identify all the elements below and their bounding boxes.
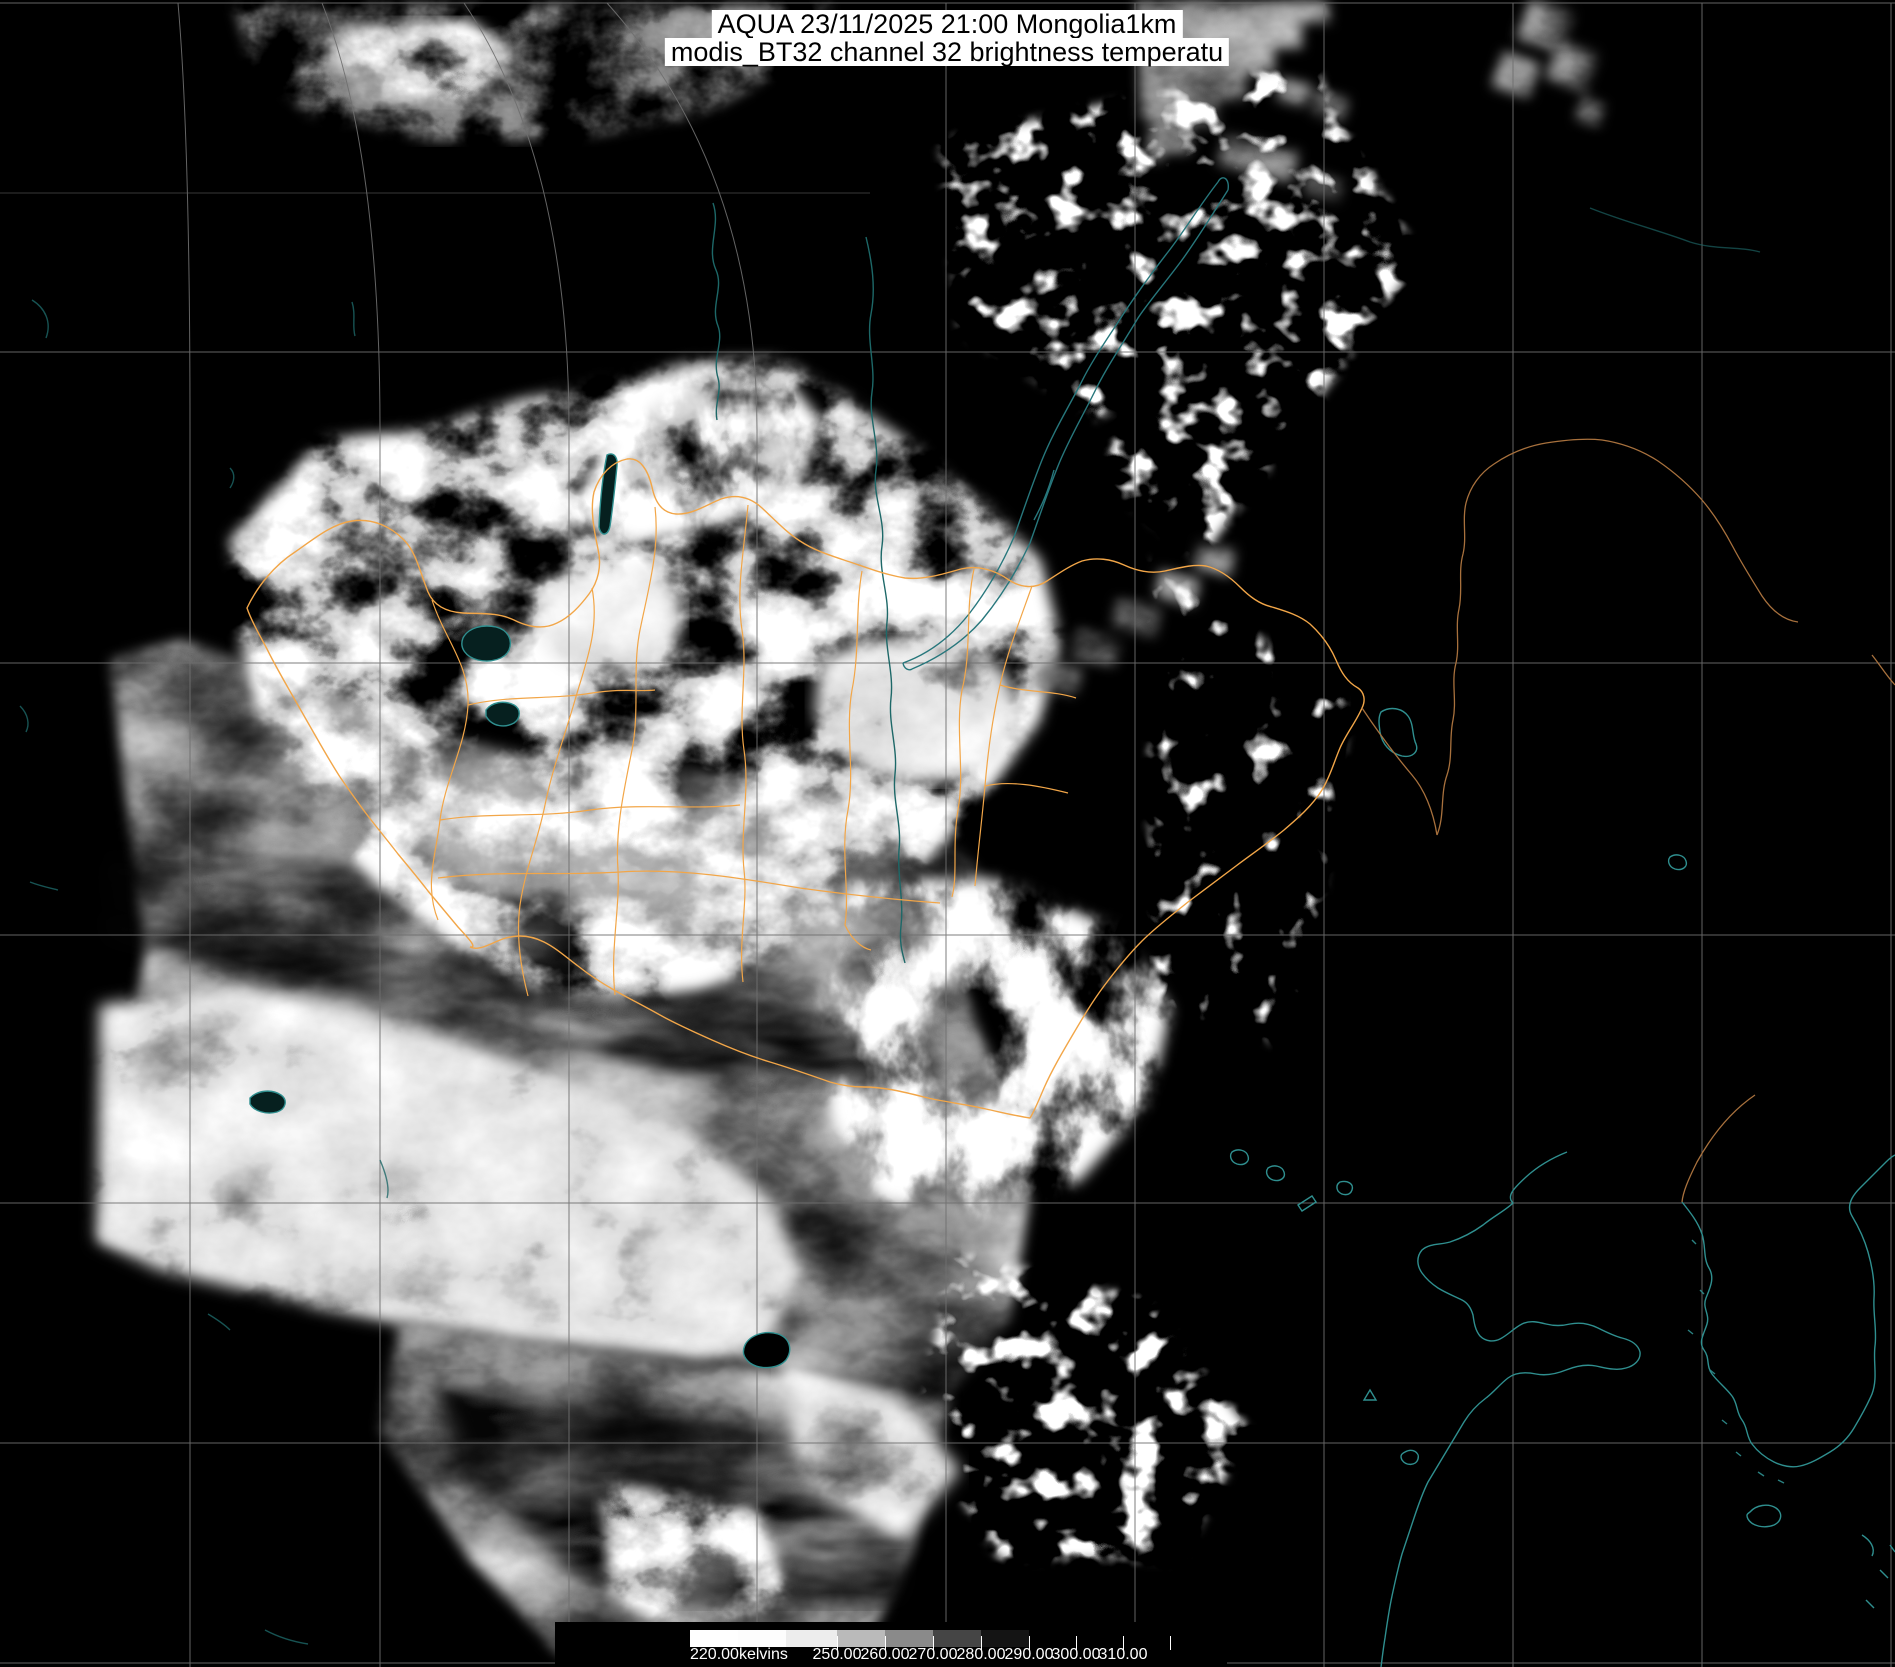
cloud-bright-1 bbox=[540, 565, 682, 675]
jeju-island bbox=[1746, 1504, 1782, 1528]
coastline-korea bbox=[1681, 1154, 1895, 1468]
cloud-topleft-bright bbox=[330, 20, 520, 105]
title-box: AQUA 23/11/2025 21:00 Mongolia1km modis_… bbox=[664, 10, 1230, 66]
colorbar-tick-label: 310.00 bbox=[1098, 1646, 1148, 1663]
colorbar-tick bbox=[981, 1636, 982, 1650]
speck-cluster-bottom bbox=[920, 1250, 1250, 1560]
colorbar-tick-label: 280.00 bbox=[956, 1646, 1006, 1663]
colorbar-tick-label: 250.00 bbox=[812, 1646, 862, 1663]
far-east-borders bbox=[1361, 438, 1895, 1203]
colorbar-tick bbox=[885, 1636, 886, 1650]
snow-region bbox=[97, 985, 800, 1360]
cloud-field-east bbox=[820, 880, 1170, 1220]
colorbar-tick bbox=[837, 1636, 838, 1650]
colorbar-gradient-strip bbox=[690, 1630, 1170, 1647]
lake-baikal bbox=[902, 177, 1230, 671]
title-line-2: modis_BT32 channel 32 brightness tempera… bbox=[664, 38, 1230, 66]
colorbar-tick bbox=[933, 1636, 934, 1650]
meridian-line bbox=[606, 2, 758, 1667]
lake-khanka bbox=[1667, 854, 1688, 871]
border-layer bbox=[246, 438, 1895, 1203]
river-top-center bbox=[711, 202, 721, 421]
imagery-layer bbox=[97, 0, 1606, 1660]
colorbar-tick bbox=[1029, 1636, 1030, 1650]
lake-hulun bbox=[1378, 707, 1418, 758]
lake-qinghai bbox=[742, 1331, 791, 1369]
colorbar-min-label: 220.00kelvins bbox=[690, 1646, 788, 1663]
river-selenga bbox=[865, 236, 906, 964]
colorbar-tick-unlabeled bbox=[1170, 1636, 1171, 1650]
colorbar-tick-label: 270.00 bbox=[908, 1646, 958, 1663]
colorbar-tick-label: 300.00 bbox=[1051, 1646, 1101, 1663]
lake-west-terrain bbox=[249, 1090, 286, 1114]
river-top-right bbox=[1589, 207, 1761, 253]
water-layer bbox=[19, 177, 1895, 1667]
speck-band-2 bbox=[1100, 150, 1420, 560]
islands-korea-west bbox=[1687, 1239, 1785, 1484]
islands-southeast bbox=[1861, 1534, 1895, 1609]
colorbar-tick bbox=[1123, 1636, 1124, 1650]
lake-uvs bbox=[461, 625, 512, 662]
cloud-plume-qinghai bbox=[780, 1360, 960, 1540]
islands-bohai bbox=[1229, 1149, 1419, 1466]
cloud-cluster-bottomleft bbox=[600, 1480, 790, 1640]
small-rivers-west bbox=[19, 299, 389, 1645]
colorbar-tick bbox=[1076, 1636, 1077, 1650]
coastline-bohai bbox=[1380, 1151, 1641, 1667]
speck-band-1 bbox=[940, 60, 1360, 420]
lake-khovsgol bbox=[598, 453, 618, 535]
cloud-north-patch bbox=[560, 370, 820, 545]
meridian-line bbox=[177, 2, 191, 1667]
colorbar-tick-label: 290.00 bbox=[1004, 1646, 1054, 1663]
meridian-line bbox=[463, 2, 570, 1667]
colorbar: 220.00kelvins 250.00 260.00 270.00 280.0… bbox=[555, 1622, 1227, 1667]
aimag-boundaries bbox=[430, 504, 1077, 997]
speck-band-3 bbox=[1150, 560, 1350, 1050]
title-line-1: AQUA 23/11/2025 21:00 Mongolia1km bbox=[711, 10, 1183, 38]
lake-khyargas bbox=[485, 701, 520, 727]
colorbar-tick-label: 260.00 bbox=[860, 1646, 910, 1663]
mongolia-border bbox=[246, 458, 1365, 1119]
meridian-line bbox=[321, 2, 381, 1667]
cloud-bright-2 bbox=[815, 640, 1017, 782]
